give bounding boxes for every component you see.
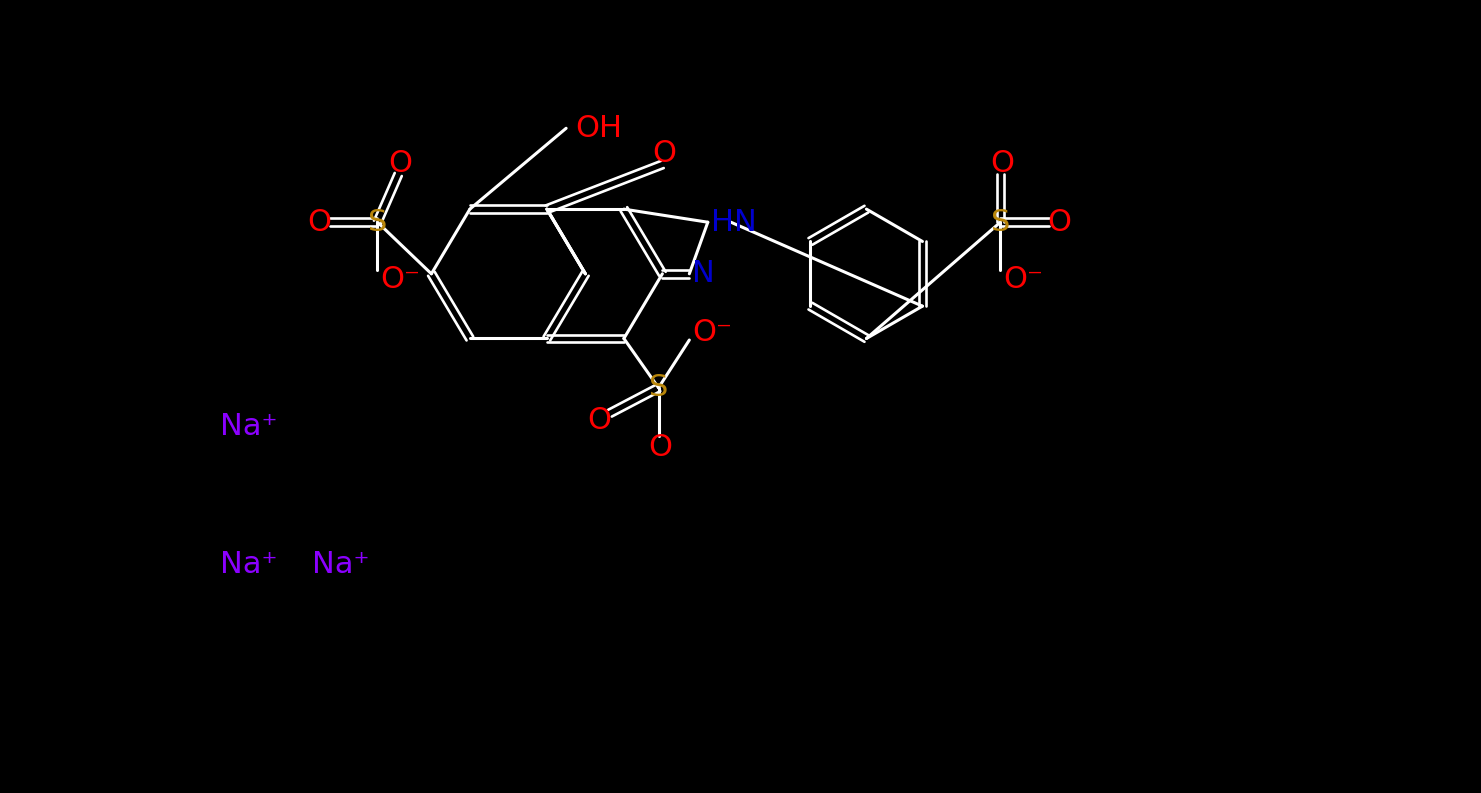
Text: O: O — [588, 406, 612, 435]
Text: O: O — [307, 208, 330, 236]
Text: S: S — [991, 208, 1010, 236]
Text: O: O — [388, 149, 412, 178]
Text: N: N — [693, 259, 715, 289]
Text: O: O — [649, 432, 672, 462]
Text: Na⁺: Na⁺ — [219, 550, 277, 580]
Text: O: O — [989, 149, 1014, 178]
Text: O: O — [652, 140, 675, 168]
Text: O: O — [1047, 208, 1072, 236]
Text: O⁻: O⁻ — [693, 318, 733, 347]
Text: S: S — [649, 374, 668, 402]
Text: Na⁺: Na⁺ — [219, 412, 277, 441]
Text: O⁻: O⁻ — [1004, 265, 1044, 293]
Text: O⁻: O⁻ — [381, 265, 421, 293]
Text: HN: HN — [711, 208, 757, 236]
Text: OH: OH — [575, 113, 622, 143]
Text: S: S — [367, 208, 387, 236]
Text: Na⁺: Na⁺ — [312, 550, 370, 580]
